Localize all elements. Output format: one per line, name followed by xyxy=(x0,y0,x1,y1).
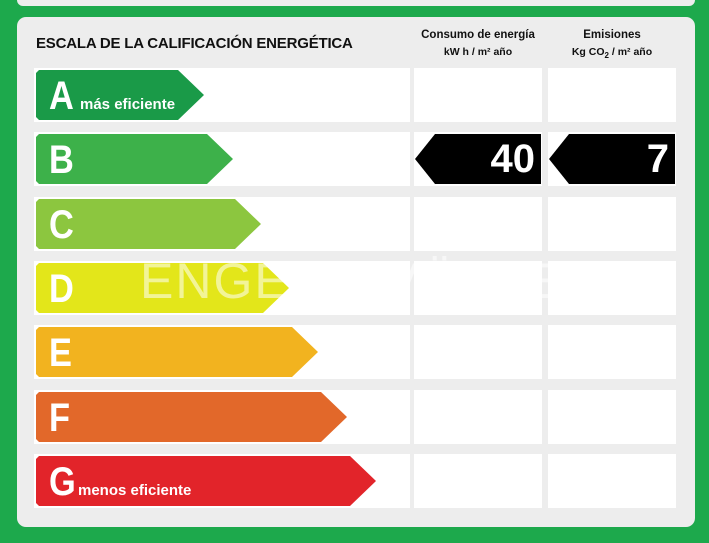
consumo-cell xyxy=(414,68,542,122)
rating-letter: C xyxy=(49,203,74,247)
emisiones-header: Emisiones Kg CO2 / m² año xyxy=(548,27,676,64)
rating-arrow-e: E xyxy=(36,327,318,377)
emisiones-value-flag: 7 xyxy=(549,134,675,184)
consumo-value-flag: 40 xyxy=(415,134,541,184)
rating-arrow-shape xyxy=(36,199,261,249)
consumo-cell xyxy=(414,390,542,444)
rating-arrow-shape xyxy=(36,392,347,442)
rating-letter: G xyxy=(49,460,76,504)
rating-arrow-shape xyxy=(36,327,318,377)
rating-arrow-b: B xyxy=(36,134,233,184)
rating-arrow-shape xyxy=(36,456,376,506)
rating-arrow-shape xyxy=(36,70,204,120)
emisiones-cell xyxy=(548,68,676,122)
emisiones-cell xyxy=(548,261,676,315)
rating-arrow-shape xyxy=(36,134,233,184)
rating-arrow-f: F xyxy=(36,392,347,442)
rating-letter: F xyxy=(49,396,71,440)
rating-arrow-c: C xyxy=(36,199,261,249)
top-panel-edge xyxy=(17,0,695,6)
emisiones-value-flag-shape xyxy=(549,134,675,184)
rating-letter: A xyxy=(49,74,74,118)
consumo-header: Consumo de energía kW h / m² año xyxy=(414,27,542,61)
rating-note: más eficiente xyxy=(80,96,176,113)
consumo-value: 40 xyxy=(490,137,536,181)
emisiones-value: 7 xyxy=(646,137,669,181)
consumo-cell xyxy=(414,454,542,508)
consumo-header-title: Consumo de energía xyxy=(421,29,535,41)
emisiones-header-unit: Kg CO2 / m² año xyxy=(571,46,653,61)
rating-letter: B xyxy=(49,138,74,182)
emisiones-cell xyxy=(548,197,676,251)
scale-title: ESCALA DE LA CALIFICACIÓN ENERGÉTICA xyxy=(36,35,353,52)
consumo-cell xyxy=(414,325,542,379)
rating-arrow-shape xyxy=(36,263,289,313)
consumo-cell xyxy=(414,261,542,315)
emisiones-cell xyxy=(548,454,676,508)
rating-letter: D xyxy=(49,267,74,311)
rating-note: menos eficiente xyxy=(78,482,192,499)
emisiones-cell xyxy=(548,390,676,444)
emisiones-header-title: Emisiones xyxy=(583,29,641,41)
consumo-cell xyxy=(414,197,542,251)
emisiones-cell xyxy=(548,325,676,379)
consumo-value-flag-shape xyxy=(415,134,541,184)
rating-letter: E xyxy=(49,331,72,375)
rating-arrow-d: D xyxy=(36,263,289,313)
consumo-header-unit: kW h / m² año xyxy=(443,46,513,58)
